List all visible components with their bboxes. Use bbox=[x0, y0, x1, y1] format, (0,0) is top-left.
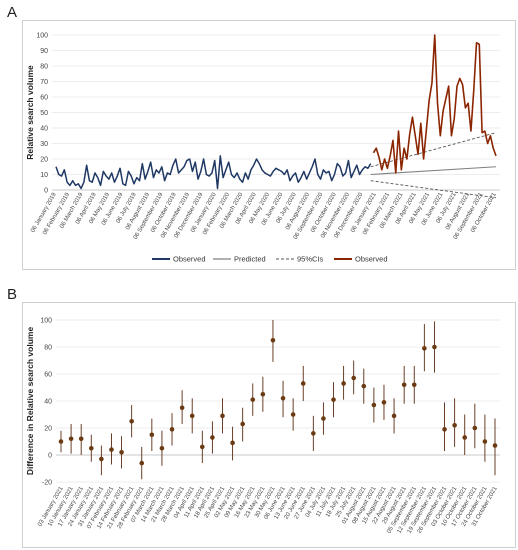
y-tick-label-a: 70 bbox=[40, 79, 48, 86]
y-tick-label-a: 30 bbox=[40, 141, 48, 148]
y-tick-label-a: 20 bbox=[40, 157, 48, 164]
y-tick-label-a: 0 bbox=[44, 188, 48, 195]
y-tick-label-a: 100 bbox=[36, 33, 48, 40]
y-tick-label-a: 50 bbox=[40, 110, 48, 117]
x-tick-label-a: 06 October 2021 bbox=[470, 191, 498, 233]
ci-upper-line bbox=[370, 132, 497, 168]
observed-2021-line bbox=[372, 34, 497, 174]
y-tick-label-a: 60 bbox=[40, 95, 48, 102]
legend-entry: 95%CIs bbox=[297, 255, 324, 264]
observed-2019-2020-line bbox=[55, 155, 372, 190]
predicted-line bbox=[370, 166, 497, 176]
legend-entry: Predicted bbox=[234, 255, 266, 264]
panel-a-label: A bbox=[7, 4, 18, 21]
y-tick-label-a: 80 bbox=[40, 64, 48, 71]
ci-lower-line bbox=[370, 180, 497, 199]
panel-b-label: B bbox=[7, 286, 18, 303]
y-tick-label-a: 90 bbox=[40, 48, 48, 55]
y-tick-label-a: 10 bbox=[40, 172, 48, 179]
y-axis-label-a: Relative search volume bbox=[25, 65, 35, 160]
chart-b-frame bbox=[22, 302, 516, 548]
legend-entry: Observed bbox=[355, 255, 388, 264]
y-tick-label-a: 40 bbox=[40, 126, 48, 133]
legend-entry: Observed bbox=[173, 255, 206, 264]
